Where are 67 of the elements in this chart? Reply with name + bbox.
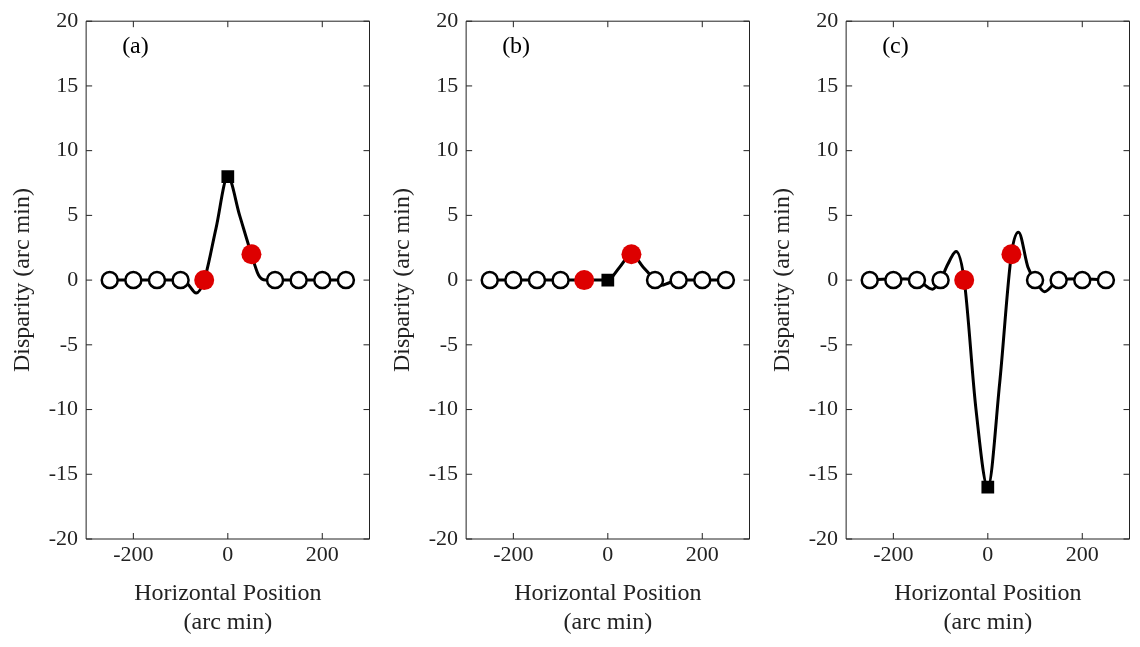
y-tick-label: -20	[428, 524, 459, 550]
y-tick-label: 20	[436, 6, 459, 32]
y-tick-label: 0	[827, 265, 839, 291]
y-tick-label: 10	[56, 136, 79, 162]
point	[124, 270, 143, 290]
y-tick-label: -15	[48, 460, 79, 486]
y-axis-title: Disparity (arc min)	[7, 188, 34, 373]
x-tick-label: 0	[982, 540, 994, 566]
x-tick-label: -200	[873, 540, 914, 566]
y-tick-label: 5	[827, 201, 839, 227]
point	[1049, 270, 1068, 290]
point	[1073, 270, 1092, 290]
y-tick-label: 5	[447, 201, 459, 227]
x-tick-label: 200	[1065, 540, 1099, 566]
point	[931, 270, 950, 290]
point	[1025, 270, 1045, 290]
y-tick-label: -20	[48, 524, 79, 550]
point	[100, 270, 119, 290]
point	[1001, 244, 1022, 265]
point	[954, 270, 975, 291]
y-tick-label: 15	[56, 71, 79, 97]
point	[336, 270, 356, 290]
x-tick-label: 200	[305, 540, 339, 566]
y-tick-label: -5	[819, 330, 839, 356]
point	[907, 270, 927, 290]
y-tick-label: 0	[447, 265, 459, 291]
point	[1096, 270, 1116, 290]
x-tick-label: 200	[685, 540, 719, 566]
point	[241, 244, 262, 265]
annotation: (b)	[502, 32, 531, 59]
x-tick-label: -200	[493, 540, 534, 566]
y-tick-label: -10	[808, 395, 839, 421]
point	[289, 270, 308, 290]
point	[147, 270, 167, 290]
x-tick-label: 0	[602, 540, 614, 566]
x-tick-label: -200	[113, 540, 154, 566]
x-axis-title: Horizontal Position (arc min)	[134, 579, 322, 634]
point	[171, 270, 190, 290]
x-axis-title: Horizontal Position (arc min)	[894, 579, 1082, 634]
y-tick-label: -15	[428, 460, 459, 486]
point	[313, 270, 332, 290]
y-tick-label: -10	[48, 395, 79, 421]
y-tick-label: 20	[56, 6, 79, 32]
point	[265, 270, 285, 290]
y-tick-label: 10	[436, 136, 459, 162]
y-tick-label: -20	[808, 524, 839, 550]
x-tick-label: 0	[222, 540, 234, 566]
point	[221, 170, 235, 183]
y-tick-label: -5	[59, 330, 79, 356]
x-axis-title: Horizontal Position (arc min)	[514, 579, 702, 634]
y-tick-label: -15	[808, 460, 839, 486]
y-axis-title: Disparity (arc min)	[387, 188, 414, 373]
y-tick-label: 15	[816, 71, 839, 97]
annotation: (a)	[122, 32, 149, 59]
y-tick-label: -5	[439, 330, 459, 356]
point	[860, 270, 879, 290]
point	[981, 480, 995, 494]
y-tick-label: 20	[816, 6, 839, 32]
annotation: (c)	[882, 32, 909, 59]
y-axis-title: Disparity (arc min)	[767, 188, 794, 373]
y-tick-label: 5	[67, 201, 79, 227]
y-tick-label: 15	[436, 71, 459, 97]
y-tick-label: -10	[428, 395, 459, 421]
point	[884, 270, 903, 290]
y-tick-label: 10	[816, 136, 839, 162]
y-tick-label: 0	[67, 265, 79, 291]
point	[194, 270, 215, 291]
